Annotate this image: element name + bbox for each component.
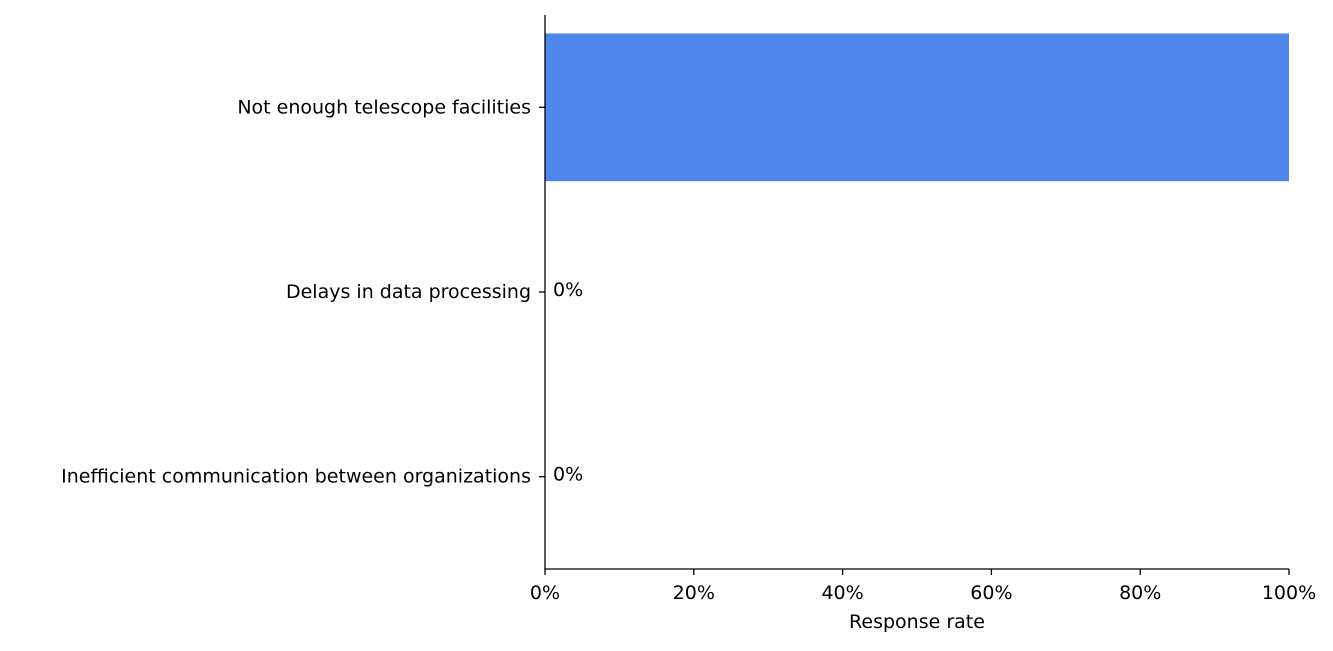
x-tick-label-3: 60% — [970, 582, 1012, 604]
y-tick-label-0: Not enough telescope facilities — [237, 96, 531, 118]
x-tick-label-2: 40% — [821, 582, 863, 604]
x-tick-label-4: 80% — [1119, 582, 1161, 604]
y-tick-label-1: Delays in data processing — [286, 281, 531, 303]
value-label-1: 0% — [553, 279, 583, 301]
x-tick-label-5: 100% — [1262, 582, 1316, 604]
x-tick-label-0: 0% — [530, 582, 560, 604]
x-axis-title: Response rate — [849, 611, 985, 633]
bars-layer — [545, 33, 1289, 182]
ticks-layer — [539, 106, 1290, 575]
labels-layer: Not enough telescope facilities Delays in… — [61, 96, 1316, 604]
y-tick-label-2: Inefficient communication between organi… — [61, 466, 531, 488]
bar-0 — [545, 33, 1289, 182]
x-tick-label-1: 20% — [673, 582, 715, 604]
value-label-2: 0% — [553, 464, 583, 486]
